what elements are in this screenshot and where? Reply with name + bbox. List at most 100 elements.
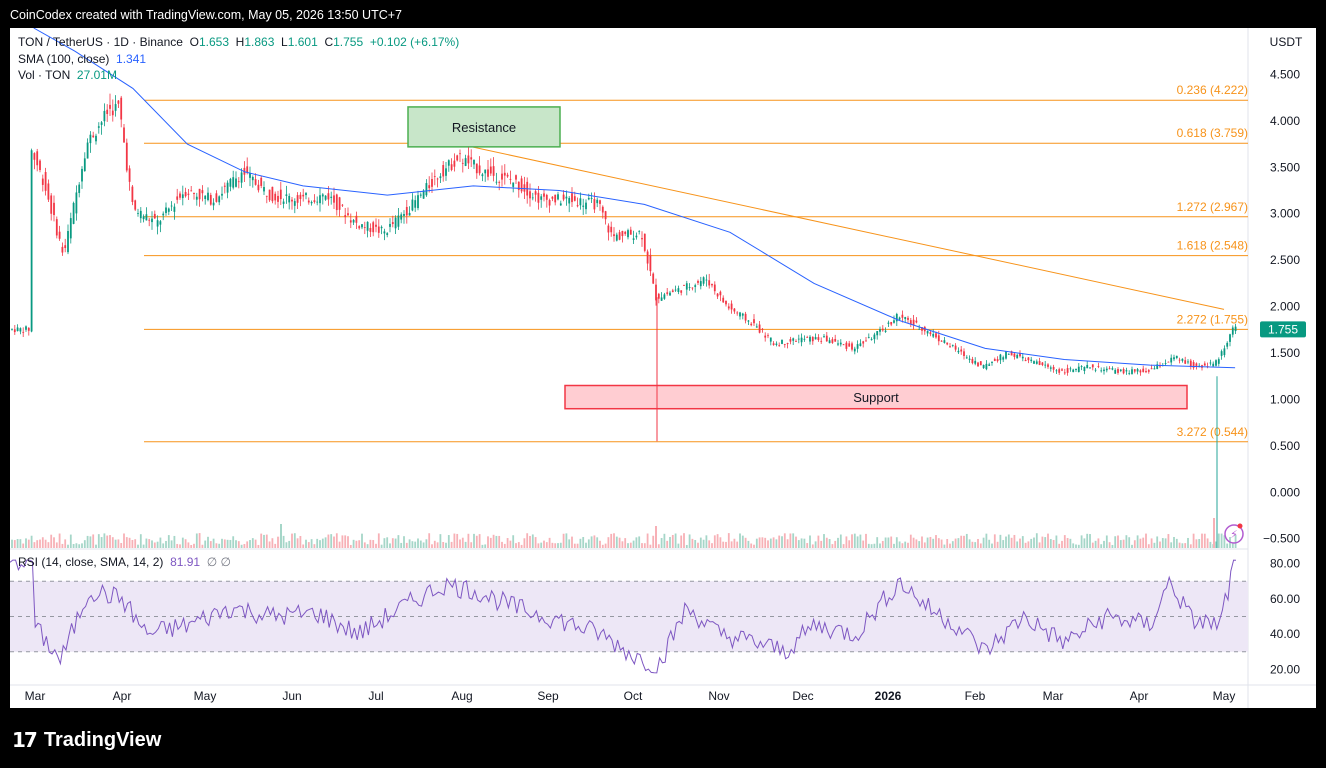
sma-value: 1.341	[116, 52, 147, 66]
volume-bar	[1234, 534, 1237, 548]
volume-bar	[81, 543, 83, 548]
candle-body	[632, 238, 635, 240]
candle-body	[725, 300, 727, 305]
volume-bar	[1215, 541, 1217, 548]
candle-body	[103, 110, 106, 122]
rsi-legend[interactable]: RSI (14, close, SMA, 14, 2) 81.91 ∅ ∅	[18, 555, 231, 569]
candle-body	[1170, 357, 1173, 363]
volume-bar	[226, 539, 229, 548]
volume-bar	[943, 544, 946, 548]
sma-line	[33, 28, 1236, 369]
candle-body	[293, 201, 296, 206]
candle-body	[249, 173, 251, 178]
volume-bar	[548, 537, 551, 548]
candle-body	[1145, 371, 1147, 373]
candle-body	[268, 189, 271, 201]
volume-bar	[142, 544, 145, 548]
resistance-label: Resistance	[452, 120, 516, 135]
candle-body	[366, 221, 369, 231]
volume-bar	[503, 543, 506, 548]
candle-body	[960, 349, 963, 352]
volume-bar	[1175, 538, 1178, 548]
high-label: H	[235, 35, 245, 49]
candle-body	[128, 168, 131, 182]
volume-bar	[383, 538, 386, 548]
volume-bar	[338, 541, 341, 548]
volume-bar	[417, 538, 419, 548]
volume-bar	[621, 541, 624, 548]
volume-bar	[587, 539, 590, 548]
volume-bar	[1097, 538, 1100, 548]
volume-bar	[1161, 538, 1164, 548]
volume-bar	[579, 538, 582, 548]
candle-body	[498, 182, 501, 183]
volume-bar	[1131, 544, 1133, 548]
chart-panel[interactable]: USDT 4.500 4.000 3.500 3.000 2.500 2.000 1.500 1…	[10, 28, 1316, 708]
volume-bar	[1119, 540, 1122, 548]
candle-body	[596, 199, 599, 204]
volume-bar	[1217, 533, 1220, 548]
volume-bar	[223, 539, 226, 548]
volume-bars	[11, 533, 1237, 548]
volume-bar	[375, 543, 377, 548]
volume-bar	[977, 538, 979, 548]
rsi-label[interactable]: RSI (14, close, SMA, 14, 2)	[18, 555, 164, 569]
candle-body	[870, 339, 873, 341]
candle-body	[991, 361, 993, 363]
volume-bar	[711, 543, 713, 548]
volume-bar	[750, 543, 753, 548]
volume-bar	[635, 537, 638, 548]
symbol-legend[interactable]: TON / TetherUS · 1D · Binance O1.653 H1.…	[18, 35, 459, 49]
x-tick-label: Sep	[537, 689, 559, 703]
candle-body	[181, 194, 184, 199]
rsi-hidden-icons[interactable]: ∅ ∅	[206, 555, 232, 569]
volume-bar	[1049, 539, 1052, 548]
volume-bar	[963, 535, 965, 548]
volume-bar	[184, 539, 187, 548]
candle-body	[1091, 364, 1094, 368]
candle-body	[53, 202, 55, 216]
candle-body	[11, 328, 13, 330]
volume-bar	[713, 535, 716, 548]
candle-body	[254, 179, 257, 185]
volume-bar	[372, 540, 375, 548]
candle-body	[111, 110, 114, 116]
volume-bar	[730, 541, 733, 548]
symbol-name[interactable]: TON / TetherUS · 1D · Binance	[18, 35, 183, 49]
price-chart[interactable]: USDT 4.500 4.000 3.500 3.000 2.500 2.000 1.500 1…	[10, 28, 1316, 708]
tradingview-logo[interactable]: 17 TradingView	[12, 728, 161, 752]
candle-body	[137, 213, 139, 214]
volume-bar	[274, 543, 277, 548]
volume-bar	[755, 538, 758, 548]
candle-body	[459, 153, 461, 155]
candle-body	[1217, 359, 1220, 364]
candle-body	[1119, 369, 1122, 371]
volume-bar	[719, 537, 722, 548]
candle-body	[753, 319, 755, 324]
low-label: L	[281, 35, 288, 49]
candle-body	[733, 308, 736, 312]
sma-legend[interactable]: SMA (100, close) 1.341	[18, 52, 146, 66]
volume-bar	[1195, 539, 1198, 548]
alert-dot-icon	[1237, 523, 1243, 529]
close-value: 1.755	[333, 35, 364, 49]
candle-body	[954, 345, 957, 350]
volume-bar	[316, 538, 319, 548]
volume-bar	[641, 543, 643, 548]
candle-body	[27, 327, 30, 331]
volume-bar	[1083, 538, 1086, 548]
volume-legend[interactable]: Vol · TON 27.01M	[18, 68, 117, 82]
volume-bar	[30, 535, 33, 548]
candle-body	[557, 194, 559, 200]
volume-bar	[190, 544, 193, 548]
volume-bar	[145, 538, 148, 548]
volume-bar	[148, 539, 151, 548]
sma-label[interactable]: SMA (100, close)	[18, 52, 110, 66]
volume-bar	[92, 534, 95, 548]
y-tick-label: −0.500	[1263, 532, 1300, 546]
volume-bar	[414, 541, 417, 548]
candle-body	[369, 227, 372, 232]
candle-body	[271, 186, 274, 202]
volume-bar	[1072, 543, 1075, 548]
volume-label[interactable]: Vol · TON	[18, 68, 71, 82]
